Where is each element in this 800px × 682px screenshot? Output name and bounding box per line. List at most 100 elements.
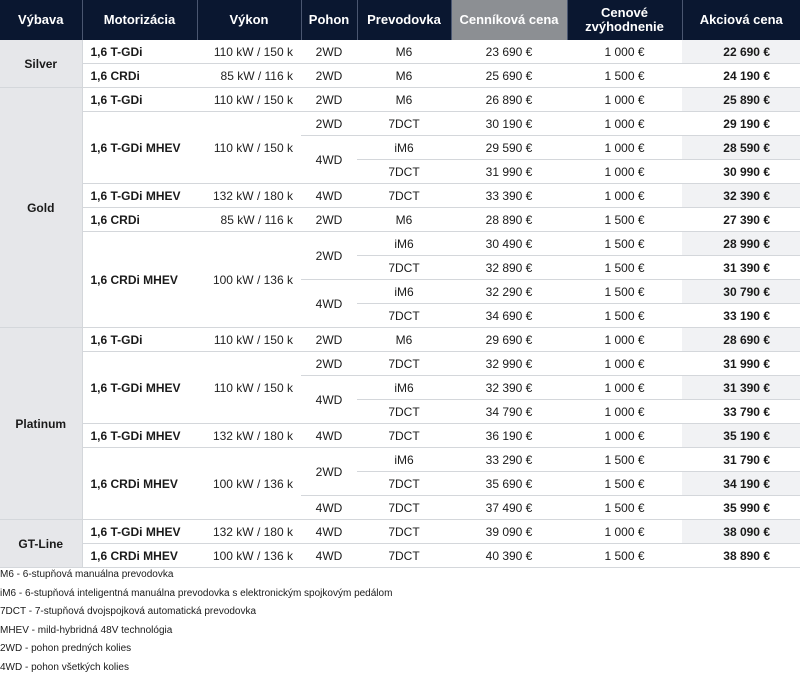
engine-cell: 1,6 CRDi MHEV: [82, 543, 197, 568]
table-row: 1,6 T-GDi MHEV 132 kW / 180 k 4WD 7DCT 3…: [0, 423, 800, 448]
list-price-cell: 29 690 €: [451, 327, 567, 352]
gearbox-cell: M6: [357, 40, 451, 64]
gearbox-cell: 7DCT: [357, 423, 451, 448]
table-row: 4WD iM6 29 590 € 1 000 € 28 590 €: [0, 135, 800, 184]
sale-price-cell: 30 990 €: [682, 159, 800, 184]
engine-cell: 1,6 T-GDi MHEV: [82, 423, 197, 448]
power-cell: 132 kW / 180 k: [197, 183, 301, 208]
gearbox-cell: 7DCT: [357, 159, 451, 184]
power-cell: 100 kW / 136 k: [197, 447, 301, 520]
gearbox-cell: 7DCT: [357, 303, 451, 328]
list-price-cell: 28 890 €: [451, 207, 567, 232]
gearbox-cell: M6: [357, 207, 451, 232]
list-price-cell: 34 790 €: [451, 399, 567, 424]
gearbox-cell: 7DCT: [357, 471, 451, 496]
table-row: 1,6 CRDi 85 kW / 116 k 2WD M6 25 690 € 1…: [0, 63, 800, 88]
note-m6: M6 - 6-stupňová manuálna prevodovka: [0, 569, 174, 580]
table-row: 7DCT 31 990 € 1 000 € 30 990 €: [0, 159, 800, 184]
trim-silver: Silver: [0, 40, 83, 88]
drive-cell: 2WD: [301, 207, 357, 232]
discount-cell: 1 000 €: [567, 423, 682, 448]
note-4wd: 4WD - pohon všetkých kolies: [0, 661, 129, 673]
note-mhev: MHEV - mild-hybridná 48V technológia: [0, 624, 173, 636]
gearbox-cell: 7DCT: [357, 399, 451, 424]
header-gearbox: Prevodovka: [356, 0, 451, 40]
sale-price-cell: 34 190 €: [682, 471, 800, 496]
discount-cell: 1 500 €: [567, 63, 682, 88]
drive-cell: 2WD: [301, 63, 357, 88]
power-cell: 110 kW / 150 k: [197, 327, 301, 352]
power-cell: 132 kW / 180 k: [197, 519, 301, 544]
sale-price-cell: 31 390 €: [682, 255, 800, 280]
power-cell: 110 kW / 150 k: [197, 40, 301, 64]
gearbox-cell: iM6: [357, 447, 451, 472]
engine-cell: 1,6 CRDi: [82, 63, 197, 88]
gearbox-cell: M6: [357, 327, 451, 352]
trim-gt-line: GT-Line: [0, 519, 83, 568]
sale-price-cell: 31 790 €: [682, 447, 800, 472]
drive-cell: 4WD: [301, 543, 357, 568]
power-cell: 100 kW / 136 k: [197, 231, 301, 328]
discount-cell: 1 000 €: [567, 111, 682, 136]
sale-price-cell: 27 390 €: [682, 207, 800, 232]
gearbox-cell: iM6: [357, 135, 451, 160]
discount-cell: 1 000 €: [567, 183, 682, 208]
trim-platinum: Platinum: [0, 327, 83, 520]
list-price-cell: 37 490 €: [451, 495, 567, 520]
table-row: 4WD iM6 32 390 € 1 000 € 31 390 €: [0, 375, 800, 424]
list-price-cell: 26 890 €: [451, 87, 567, 112]
gearbox-cell: 7DCT: [357, 543, 451, 568]
header-trim: Výbava: [0, 0, 82, 40]
list-price-cell: 39 090 €: [451, 519, 567, 544]
engine-cell: 1,6 T-GDi MHEV: [82, 351, 197, 424]
engine-cell: 1,6 CRDi: [82, 207, 197, 232]
sale-price-cell: 24 190 €: [682, 63, 800, 88]
power-cell: 100 kW / 136 k: [197, 543, 301, 568]
sale-price-cell: 35 190 €: [682, 423, 800, 448]
drive-cell: 2WD: [301, 111, 357, 136]
discount-cell: 1 500 €: [567, 495, 682, 520]
list-price-cell: 36 190 €: [451, 423, 567, 448]
list-price-cell: 33 390 €: [451, 183, 567, 208]
trim-gold: Gold: [0, 87, 83, 328]
table-row: 7DCT 34 690 € 1 500 € 33 190 €: [0, 303, 800, 328]
gearbox-cell: 7DCT: [357, 351, 451, 376]
header-sale-price: Akciová cena: [681, 0, 800, 40]
table-row: 1,6 T-GDi MHEV 110 kW / 150 k 2WD 7DCT 3…: [0, 111, 800, 184]
gearbox-cell: 7DCT: [357, 255, 451, 280]
list-price-cell: 32 390 €: [451, 375, 567, 400]
table-row: 1,6 T-GDi MHEV 132 kW / 180 k 4WD 7DCT 3…: [0, 183, 800, 208]
header-power: Výkon: [196, 0, 301, 40]
table-row: 1,6 CRDi MHEV 100 kW / 136 k 4WD 7DCT 40…: [0, 543, 800, 568]
table-row: Gold 1,6 T-GDi 110 kW / 150 k 2WD M6 26 …: [0, 87, 800, 328]
discount-cell: 1 000 €: [567, 87, 682, 112]
drive-cell: 4WD: [301, 423, 357, 448]
discount-cell: 1 500 €: [567, 471, 682, 496]
discount-cell: 1 500 €: [567, 303, 682, 328]
gearbox-cell: 7DCT: [357, 519, 451, 544]
list-price-cell: 35 690 €: [451, 471, 567, 496]
table-row: Platinum 1,6 T-GDi 110 kW / 150 k 2WD M6…: [0, 327, 800, 520]
discount-cell: 1 500 €: [567, 207, 682, 232]
sale-price-cell: 22 690 €: [682, 40, 800, 64]
sale-price-cell: 29 190 €: [682, 111, 800, 136]
gearbox-cell: iM6: [357, 231, 451, 256]
sale-price-cell: 25 890 €: [682, 87, 800, 112]
discount-cell: 1 000 €: [567, 40, 682, 64]
drive-cell: 2WD: [301, 87, 357, 112]
list-price-cell: 40 390 €: [451, 543, 567, 568]
list-price-cell: 32 990 €: [451, 351, 567, 376]
table-row: 4WD iM6 32 290 € 1 500 € 30 790 €: [0, 279, 800, 328]
discount-cell: 1 000 €: [567, 519, 682, 544]
table-row: 1,6 T-GDi MHEV 110 kW / 150 k 2WD 7DCT 3…: [0, 351, 800, 424]
drive-cell: 4WD: [301, 519, 357, 544]
engine-cell: 1,6 T-GDi MHEV: [82, 519, 197, 544]
list-price-cell: 30 490 €: [451, 231, 567, 256]
sale-price-cell: 33 190 €: [682, 303, 800, 328]
drive-cell: 4WD: [301, 279, 357, 328]
engine-cell: 1,6 CRDi MHEV: [82, 447, 197, 520]
table-row: 7DCT 32 890 € 1 500 € 31 390 €: [0, 255, 800, 280]
discount-cell: 1 000 €: [567, 135, 682, 160]
table-row: Silver 1,6 T-GDi 110 kW / 150 k 2WD M6 2…: [0, 40, 800, 88]
gearbox-cell: 7DCT: [357, 111, 451, 136]
